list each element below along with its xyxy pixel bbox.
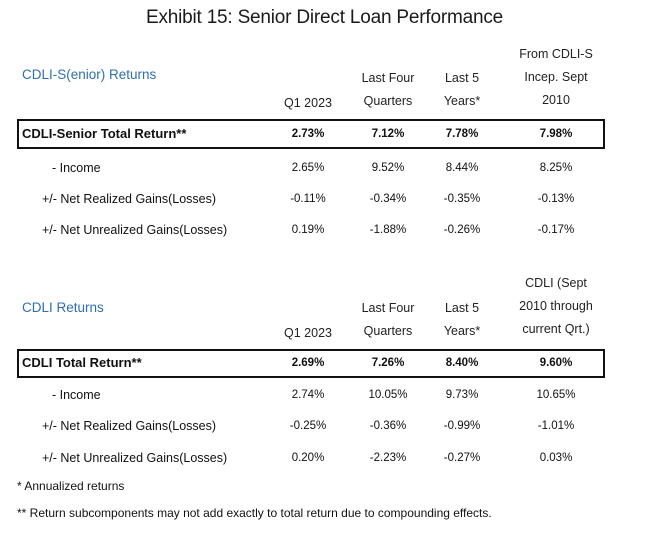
senior-total-box [17,119,605,149]
senior-col-inception-header: From CDLI-S Incep. Sept 2010 [500,43,612,112]
row-label: +/- Net Unrealized Gains(Losses) [42,223,228,237]
senior-col-last5-header: Last 5 Years* [428,67,496,113]
cdli-col-q1-header-line1: Q1 2023 [284,326,332,340]
cdli-col-last-four-line2: Quarters [363,324,413,338]
senior-realized-row: +/- Net Realized Gains(Losses) -0.11% -0… [0,187,649,211]
senior-total-label: CDLI-Senior Total Return** [22,126,187,141]
row-label: - Income [52,388,101,402]
senior-col-q1-header: Q1 2023 [268,92,348,115]
cdli-unrealized-row: +/- Net Unrealized Gains(Losses) 0.20% -… [0,446,649,470]
cell-value: 2.65% [291,162,325,174]
cdli-col-since-header: CDLI (Sept 2010 through current Qrt.) [500,272,612,341]
cell-value: 10.65% [536,389,576,401]
page-title: Exhibit 15: Senior Direct Loan Performan… [145,7,503,28]
senior-income-row: - Income 2.65% 9.52% 8.44% 8.25% [0,156,649,180]
senior-col-last5-line1: Last 5 [444,71,480,85]
cdli-col-last5-line2: Years* [443,324,481,338]
cdli-section-label: CDLI Returns [22,300,104,315]
cell-value: 0.20% [291,452,325,464]
cell-value: 0.03% [539,452,573,464]
cdli-total-box [17,349,605,378]
cell-value: 9.73% [445,389,479,401]
cdli-col-since-line3: current Qrt.) [522,322,590,336]
senior-total-row: CDLI-Senior Total Return** 2.73% 7.12% 7… [0,122,649,146]
cell-value: -0.11% [290,193,326,205]
cdli-col-last5-header: Last 5 Years* [428,297,496,343]
cell-value: 0.19% [291,224,325,236]
cell-value: 2.74% [291,389,325,401]
cell-value: -1.88% [369,224,407,236]
row-label: +/- Net Realized Gains(Losses) [42,192,217,206]
senior-col-inception-line1: From CDLI-S [519,47,593,61]
cell-value: 10.05% [368,389,408,401]
cell-value: -0.34% [369,193,407,205]
cdli-col-since-line2: 2010 through [519,299,593,313]
cdli-total-since: 9.60% [539,357,573,369]
senior-total-last-four: 7.12% [371,128,405,140]
cdli-income-row: - Income 2.74% 10.05% 9.73% 10.65% [0,383,649,407]
cell-value: -1.01% [537,420,575,432]
cdli-col-last-four-header: Last Four Quarters [348,297,428,343]
cell-value: -0.36% [369,420,407,432]
cell-value: -0.35% [443,193,481,205]
senior-col-q1-header-line1: Q1 2023 [284,96,332,110]
cdli-total-label: CDLI Total Return** [22,355,142,370]
cdli-total-last5: 8.40% [445,357,479,369]
cdli-realized-row: +/- Net Realized Gains(Losses) -0.25% -0… [0,414,649,438]
cell-value: -0.26% [443,224,481,236]
cell-value: -0.27% [443,452,481,464]
cell-value: -0.99% [443,420,481,432]
senior-col-last-four-line2: Quarters [363,94,413,108]
cdli-col-since-line1: CDLI (Sept [525,276,587,290]
senior-section-label: CDLI-S(enior) Returns [22,67,157,82]
footnote-annualized: * Annualized returns [17,479,125,493]
senior-unrealized-row: +/- Net Unrealized Gains(Losses) 0.19% -… [0,218,649,242]
cell-value: -2.23% [369,452,407,464]
row-label: +/- Net Unrealized Gains(Losses) [42,451,228,465]
senior-col-last5-line2: Years* [443,94,481,108]
row-label: +/- Net Realized Gains(Losses) [42,419,217,433]
senior-col-last-four-header: Last Four Quarters [348,67,428,113]
senior-col-inception-line2: Incep. Sept [524,70,588,84]
cell-value: 8.44% [445,162,479,174]
cell-value: 8.25% [539,162,573,174]
cdli-total-q1: 2.69% [291,357,325,369]
cell-value: -0.25% [289,420,327,432]
cell-value: -0.17% [537,224,575,236]
cdli-total-row: CDLI Total Return** 2.69% 7.26% 8.40% 9.… [0,351,649,375]
cell-value: -0.13% [537,193,575,205]
cdli-col-last-four-line1: Last Four [361,301,415,315]
cdli-col-last5-line1: Last 5 [444,301,480,315]
senior-total-last5: 7.78% [445,128,479,140]
row-label: - Income [52,161,101,175]
cell-value: 9.52% [371,162,405,174]
senior-total-inception: 7.98% [539,128,573,140]
cdli-total-last-four: 7.26% [371,357,405,369]
senior-total-q1: 2.73% [291,128,325,140]
senior-col-last-four-line1: Last Four [361,71,415,85]
cdli-col-q1-header: Q1 2023 [268,322,348,345]
footnote-compounding: ** Return subcomponents may not add exac… [17,506,492,520]
senior-col-inception-line3: 2010 [542,93,570,107]
